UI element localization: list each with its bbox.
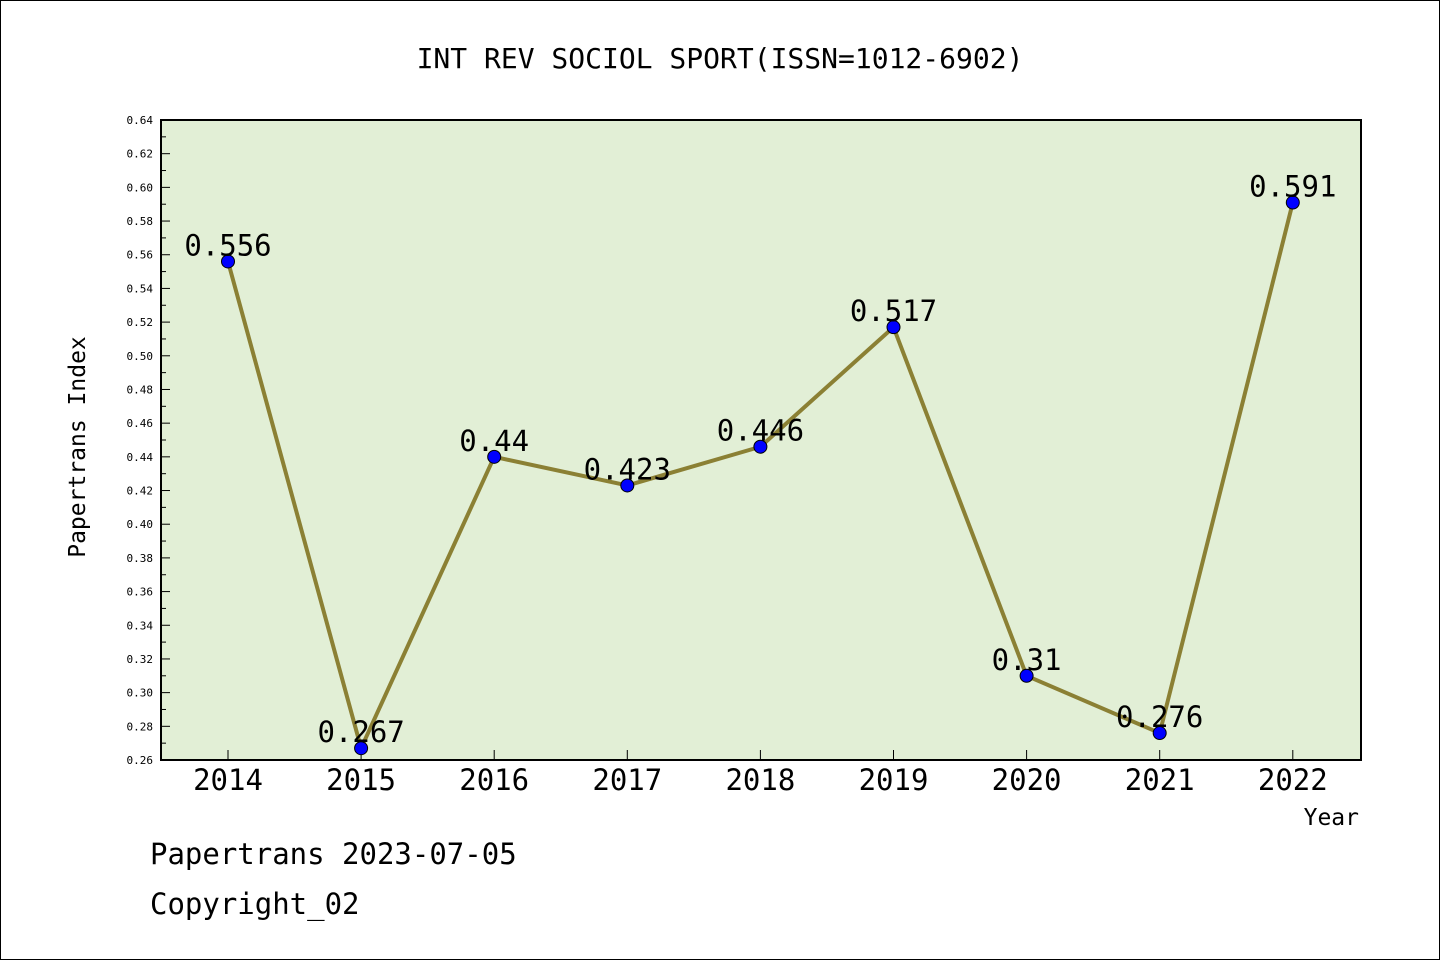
y-tick-label: 0.40	[127, 518, 154, 531]
y-tick-label: 0.60	[127, 181, 154, 194]
y-tick-label: 0.52	[127, 316, 154, 329]
y-tick-label: 0.56	[127, 249, 154, 262]
data-point	[221, 254, 235, 269]
y-tick-label: 0.58	[127, 215, 154, 228]
y-tick-label: 0.62	[127, 148, 154, 161]
x-tick-label: 2017	[592, 763, 662, 797]
y-tick-label: 0.64	[127, 114, 154, 127]
y-tick-label: 0.46	[127, 417, 154, 430]
data-label: 0.423	[584, 452, 671, 486]
data-label: 0.267	[317, 715, 404, 749]
data-point	[1152, 726, 1167, 741]
series-line	[221, 195, 1300, 756]
y-axis: 0.26 0.28 0.30 0.32 0.34 0.36 0.38 0.40 0.42 0.44…	[127, 114, 170, 767]
x-tick-label: 2021	[1125, 763, 1195, 797]
x-axis: 2014 2015 2016 2017 2018 2019 2020 2021 2022	[193, 750, 1328, 797]
y-tick-label: 0.34	[127, 619, 154, 632]
data-label: 0.517	[850, 294, 937, 328]
footer-date: Papertrans 2023-07-05	[150, 837, 517, 871]
x-tick-label: 2019	[859, 763, 929, 797]
x-tick-label: 2018	[725, 763, 795, 797]
data-label: 0.446	[717, 414, 804, 448]
data-label: 0.31	[992, 643, 1062, 677]
data-labels: 0.556 0.267 0.44 0.423 0.446 0.517 0.31 0.276 0.…	[184, 170, 1336, 750]
footer-copyright: Copyright_02	[150, 887, 360, 922]
data-label: 0.276	[1116, 700, 1203, 734]
data-label: 0.44	[459, 424, 529, 458]
data-label: 0.591	[1249, 170, 1336, 204]
x-tick-label: 2016	[459, 763, 529, 797]
y-axis-label: Papertrans Index	[65, 336, 91, 558]
x-tick-label: 2020	[992, 763, 1062, 797]
x-tick-label: 2015	[326, 763, 396, 797]
y-tick-label: 0.44	[127, 451, 154, 464]
data-label: 0.556	[184, 228, 271, 262]
y-tick-label: 0.28	[127, 720, 154, 733]
x-tick-label: 2014	[193, 763, 263, 797]
y-tick-label: 0.26	[127, 754, 154, 767]
data-point	[620, 478, 635, 493]
x-tick-label: 2022	[1258, 763, 1328, 797]
data-point	[1019, 668, 1034, 683]
y-tick-label: 0.32	[127, 653, 154, 666]
y-tick-label: 0.50	[127, 350, 154, 363]
data-point	[1285, 195, 1300, 210]
y-tick-label: 0.48	[127, 383, 154, 396]
x-axis-label: Year	[1304, 805, 1359, 831]
chart-title: INT REV SOCIOL SPORT(ISSN=1012-6902)	[417, 42, 1024, 75]
data-point	[354, 741, 369, 756]
data-point	[886, 320, 901, 335]
data-point	[487, 449, 502, 464]
data-point	[753, 439, 768, 454]
y-tick-label: 0.38	[127, 552, 154, 565]
y-tick-label: 0.30	[127, 687, 154, 700]
y-tick-label: 0.42	[127, 485, 154, 498]
y-tick-label: 0.54	[127, 282, 154, 295]
y-tick-label: 0.36	[127, 586, 154, 599]
